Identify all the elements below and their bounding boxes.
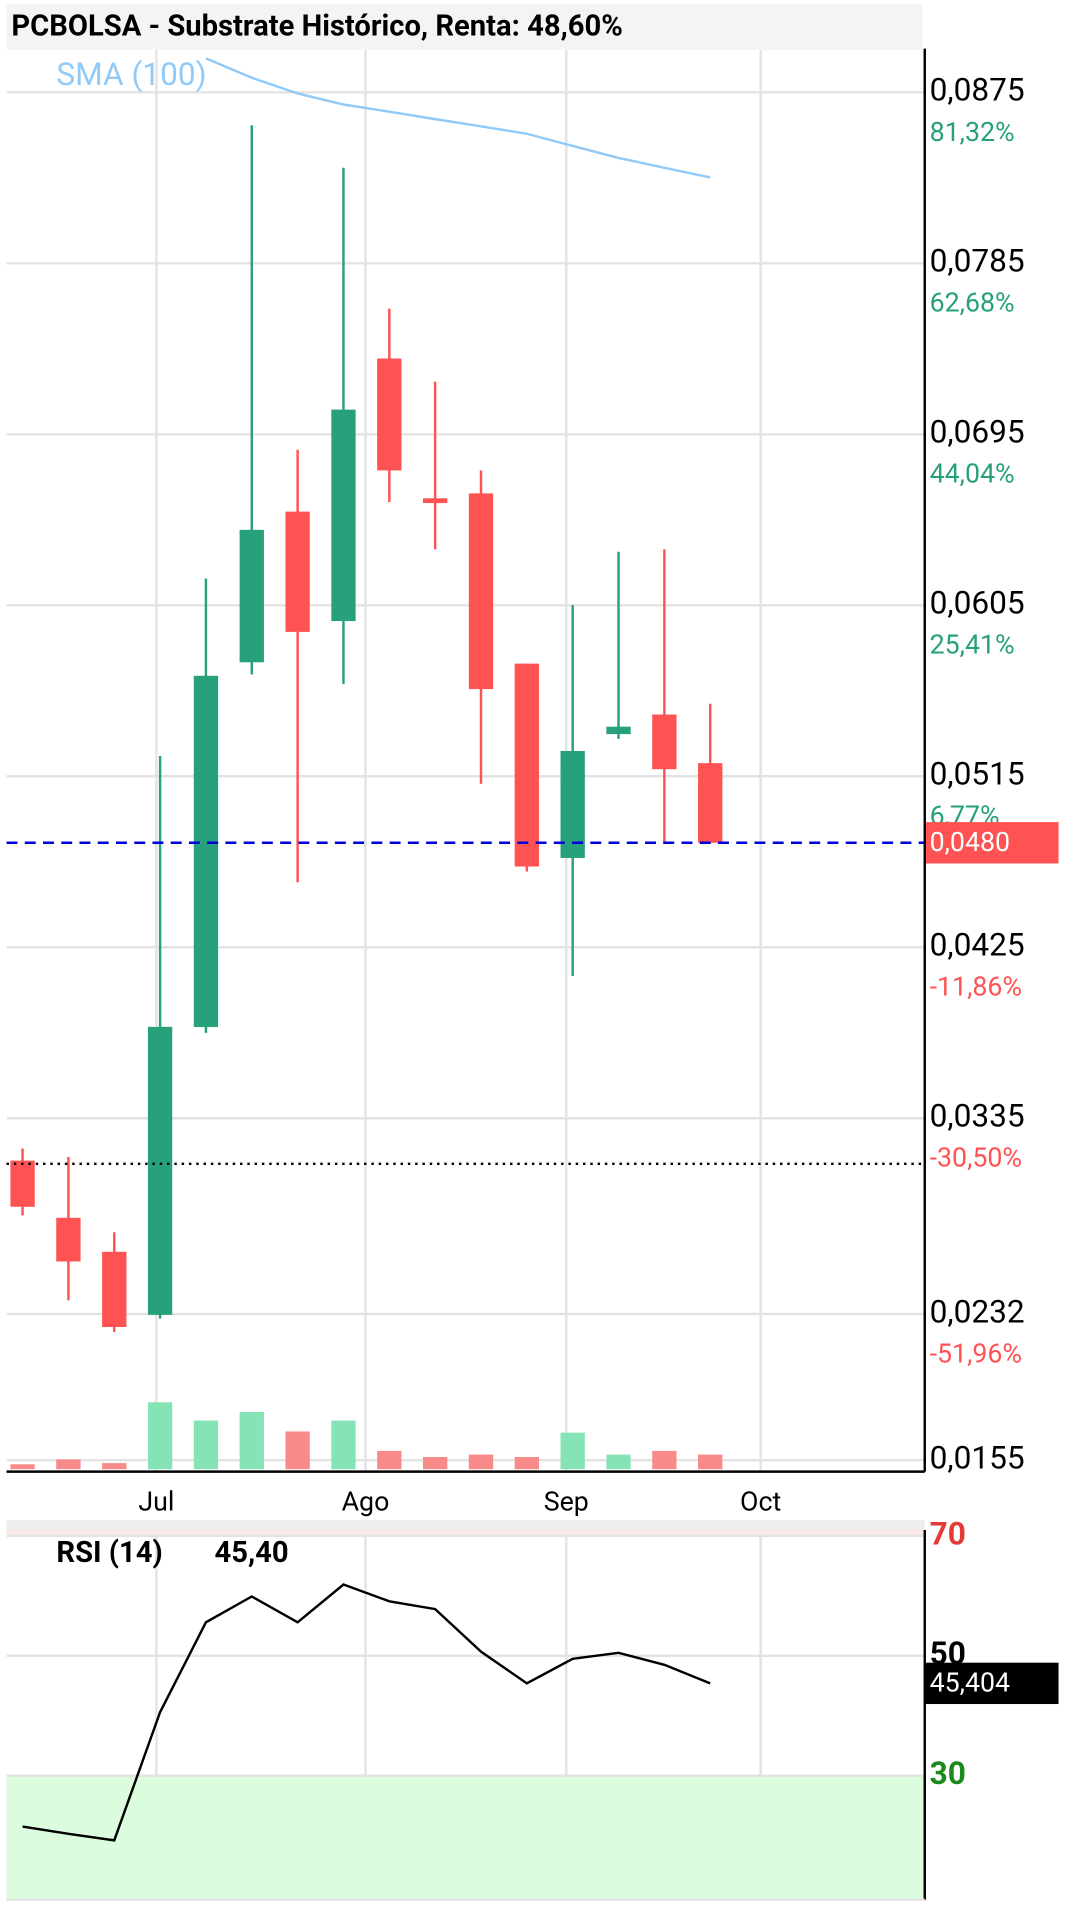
rsi-value-box	[924, 1662, 1059, 1705]
candle-body	[514, 663, 539, 867]
y-tick-label: 70	[930, 1515, 966, 1552]
candle-body	[239, 529, 264, 663]
volume-bar	[285, 1431, 310, 1470]
y-tick-label: 0,0335	[930, 1098, 1025, 1135]
rsi-value-label: 45,404	[930, 1667, 1010, 1699]
volume-bar	[56, 1459, 81, 1470]
volume-bar	[239, 1412, 264, 1470]
y-tick-percent: 25,41%	[930, 629, 1015, 661]
volume-bar	[10, 1464, 35, 1470]
volume-bar	[331, 1420, 356, 1470]
y-tick-label: 0,0515	[930, 756, 1025, 793]
y-tick-percent: -51,96%	[930, 1337, 1022, 1369]
x-tick-label: Sep	[544, 1485, 589, 1517]
candle-body	[285, 511, 310, 632]
candle-body	[147, 1026, 173, 1315]
y-tick-percent: -11,86%	[930, 971, 1022, 1003]
volume-bar	[468, 1454, 494, 1470]
y-tick-percent: 62,68%	[930, 287, 1015, 319]
rsi-title: RSI (14)	[56, 1536, 162, 1570]
sma-legend: SMA (100)	[56, 56, 206, 93]
volume-bar	[422, 1457, 448, 1470]
y-tick-percent: 81,32%	[930, 116, 1015, 148]
candle-body	[652, 714, 677, 770]
candle-body	[56, 1217, 81, 1262]
y-tick-label: 0,0155	[930, 1440, 1025, 1477]
y-tick-label: 0,0785	[930, 243, 1025, 280]
last-price-label: 0,0480	[930, 826, 1010, 858]
candle-body	[606, 726, 631, 735]
candle-body	[468, 493, 494, 690]
rsi-value: 45,40	[214, 1536, 288, 1570]
y-tick-label: 0,0695	[930, 414, 1025, 451]
y-tick-label: 30	[930, 1755, 966, 1792]
x-tick-label: Jul	[138, 1485, 174, 1517]
volume-bar	[560, 1432, 585, 1470]
volume-bar	[698, 1454, 723, 1470]
x-tick-label: Oct	[740, 1485, 781, 1517]
x-tick-label: Ago	[342, 1485, 390, 1517]
y-tick-label: 0,0425	[930, 927, 1025, 964]
chart-title: PCBOLSA - Substrate Histórico, Renta: 48…	[11, 10, 622, 44]
volume-bar	[193, 1420, 219, 1470]
panel-separator	[6, 1520, 925, 1530]
sma-line	[205, 57, 711, 179]
y-tick-label: 0,0875	[930, 72, 1025, 109]
title-bg	[6, 3, 923, 50]
candle-body	[377, 358, 402, 471]
volume-bar	[606, 1454, 631, 1470]
candle-body	[698, 763, 723, 843]
y-tick-percent: -30,50%	[930, 1142, 1022, 1174]
candle-body	[193, 675, 219, 1028]
y-tick-percent: 44,04%	[930, 458, 1015, 490]
overbought-zone	[6, 1529, 925, 1536]
volume-bar	[514, 1457, 539, 1470]
y-tick-label: 0,0605	[930, 585, 1025, 622]
candle-body	[422, 498, 448, 504]
y-tick-label: 0,0232	[930, 1293, 1025, 1330]
rsi-line	[22, 1583, 711, 1842]
candle-body	[560, 751, 585, 858]
candle-body	[10, 1160, 35, 1207]
last-price-box	[924, 822, 1059, 864]
volume-bar	[102, 1463, 127, 1470]
candle-body	[102, 1251, 127, 1328]
volume-bar	[652, 1450, 677, 1470]
candle-body	[331, 409, 356, 622]
oversold-zone	[6, 1775, 925, 1900]
volume-bar	[147, 1402, 173, 1470]
volume-bar	[377, 1450, 402, 1470]
